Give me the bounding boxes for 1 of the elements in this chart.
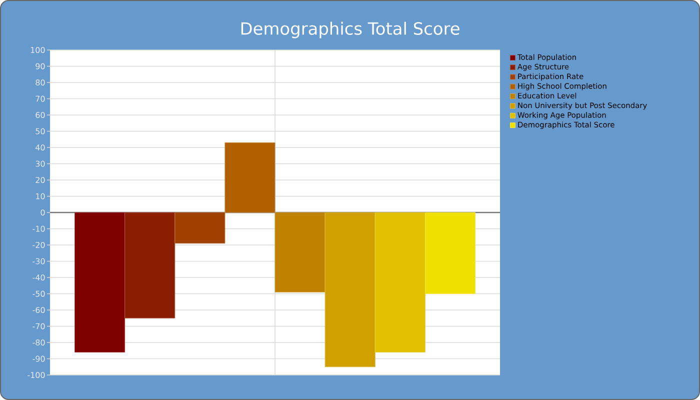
chart-title: Demographics Total Score: [241, 22, 460, 38]
